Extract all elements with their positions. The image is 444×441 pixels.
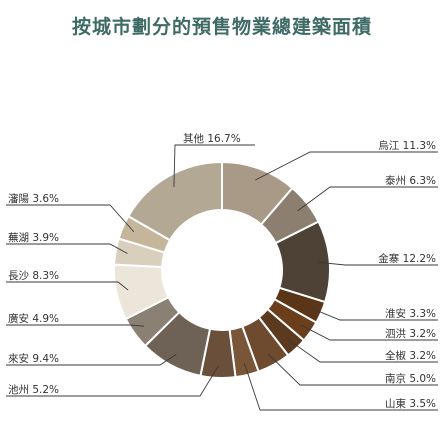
leader-line-12 [6, 281, 129, 291]
slice-label-14: 瀋陽 3.6% [8, 192, 59, 205]
slice-label-2: 泰州 6.3% [385, 174, 436, 187]
leader-line-7 [267, 353, 438, 386]
leader-line-9 [6, 365, 219, 397]
slice-label-9: 池州 5.2% [8, 383, 59, 396]
slice-label-12: 長沙 8.3% [8, 270, 59, 282]
leader-line-10 [6, 354, 177, 366]
slice-label-3: 金寨 12.2% [378, 252, 436, 265]
slice-label-8: 山東 3.5% [385, 397, 436, 410]
slice-label-15: 其他 16.7% [183, 132, 241, 145]
slice-label-6: 全椒 3.2% [385, 349, 436, 362]
leader-line-15 [173, 144, 255, 187]
slice-label-11: 廣安 4.9% [8, 312, 59, 325]
slice-15 [126, 160, 223, 242]
slice-label-1: 烏江 11.3% [378, 139, 436, 152]
leader-line-14 [6, 204, 135, 233]
leader-line-6 [287, 339, 438, 363]
leader-line-4 [310, 307, 438, 321]
leader-line-1 [255, 151, 438, 181]
slice-label-4: 淮安 3.3% [385, 307, 436, 320]
leader-line-3 [317, 261, 438, 266]
leader-line-5 [300, 324, 438, 341]
leader-line-2 [297, 186, 438, 212]
slice-label-10: 來安 9.4% [8, 352, 59, 365]
slice-label-7: 南京 5.0% [385, 372, 436, 385]
slice-label-5: 泗洪 3.2% [385, 328, 436, 340]
slice-label-13: 蕪湖 3.9% [8, 232, 59, 244]
leader-line-13 [6, 243, 128, 254]
chart-title: 按城市劃分的預售物業總建築面積 [71, 16, 372, 38]
leader-line-8 [243, 363, 438, 411]
leader-line-11 [6, 324, 145, 327]
